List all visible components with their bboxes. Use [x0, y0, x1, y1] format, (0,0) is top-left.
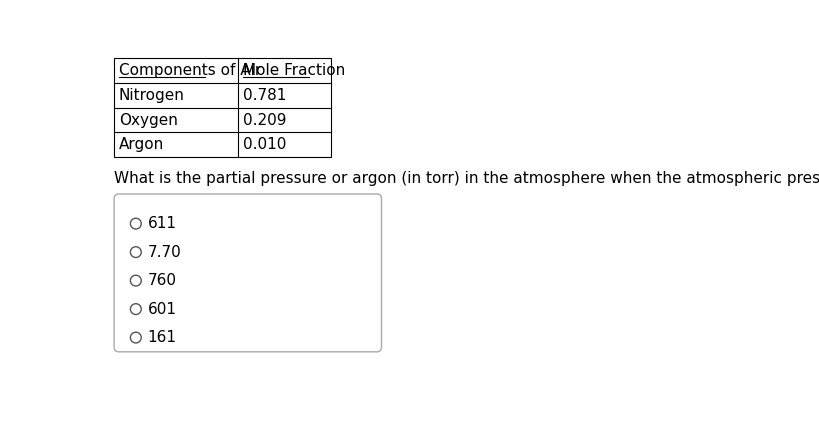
Text: 601: 601 — [147, 302, 176, 316]
FancyBboxPatch shape — [114, 194, 381, 352]
Text: 7.70: 7.70 — [147, 244, 181, 260]
Text: 0.010: 0.010 — [242, 137, 286, 152]
Text: Argon: Argon — [119, 137, 164, 152]
Text: 611: 611 — [147, 216, 176, 231]
Text: 760: 760 — [147, 273, 176, 288]
Text: Mole Fraction: Mole Fraction — [242, 63, 345, 78]
Text: Oxygen: Oxygen — [119, 113, 178, 128]
Text: Nitrogen: Nitrogen — [119, 88, 184, 103]
Text: 161: 161 — [147, 330, 176, 345]
Text: 0.209: 0.209 — [242, 113, 286, 128]
Bar — [114, 58, 331, 157]
Text: 0.781: 0.781 — [242, 88, 286, 103]
Text: What is the partial pressure or argon (in torr) in the atmosphere when the atmos: What is the partial pressure or argon (i… — [114, 171, 819, 186]
Text: Components of Air: Components of Air — [119, 63, 260, 78]
